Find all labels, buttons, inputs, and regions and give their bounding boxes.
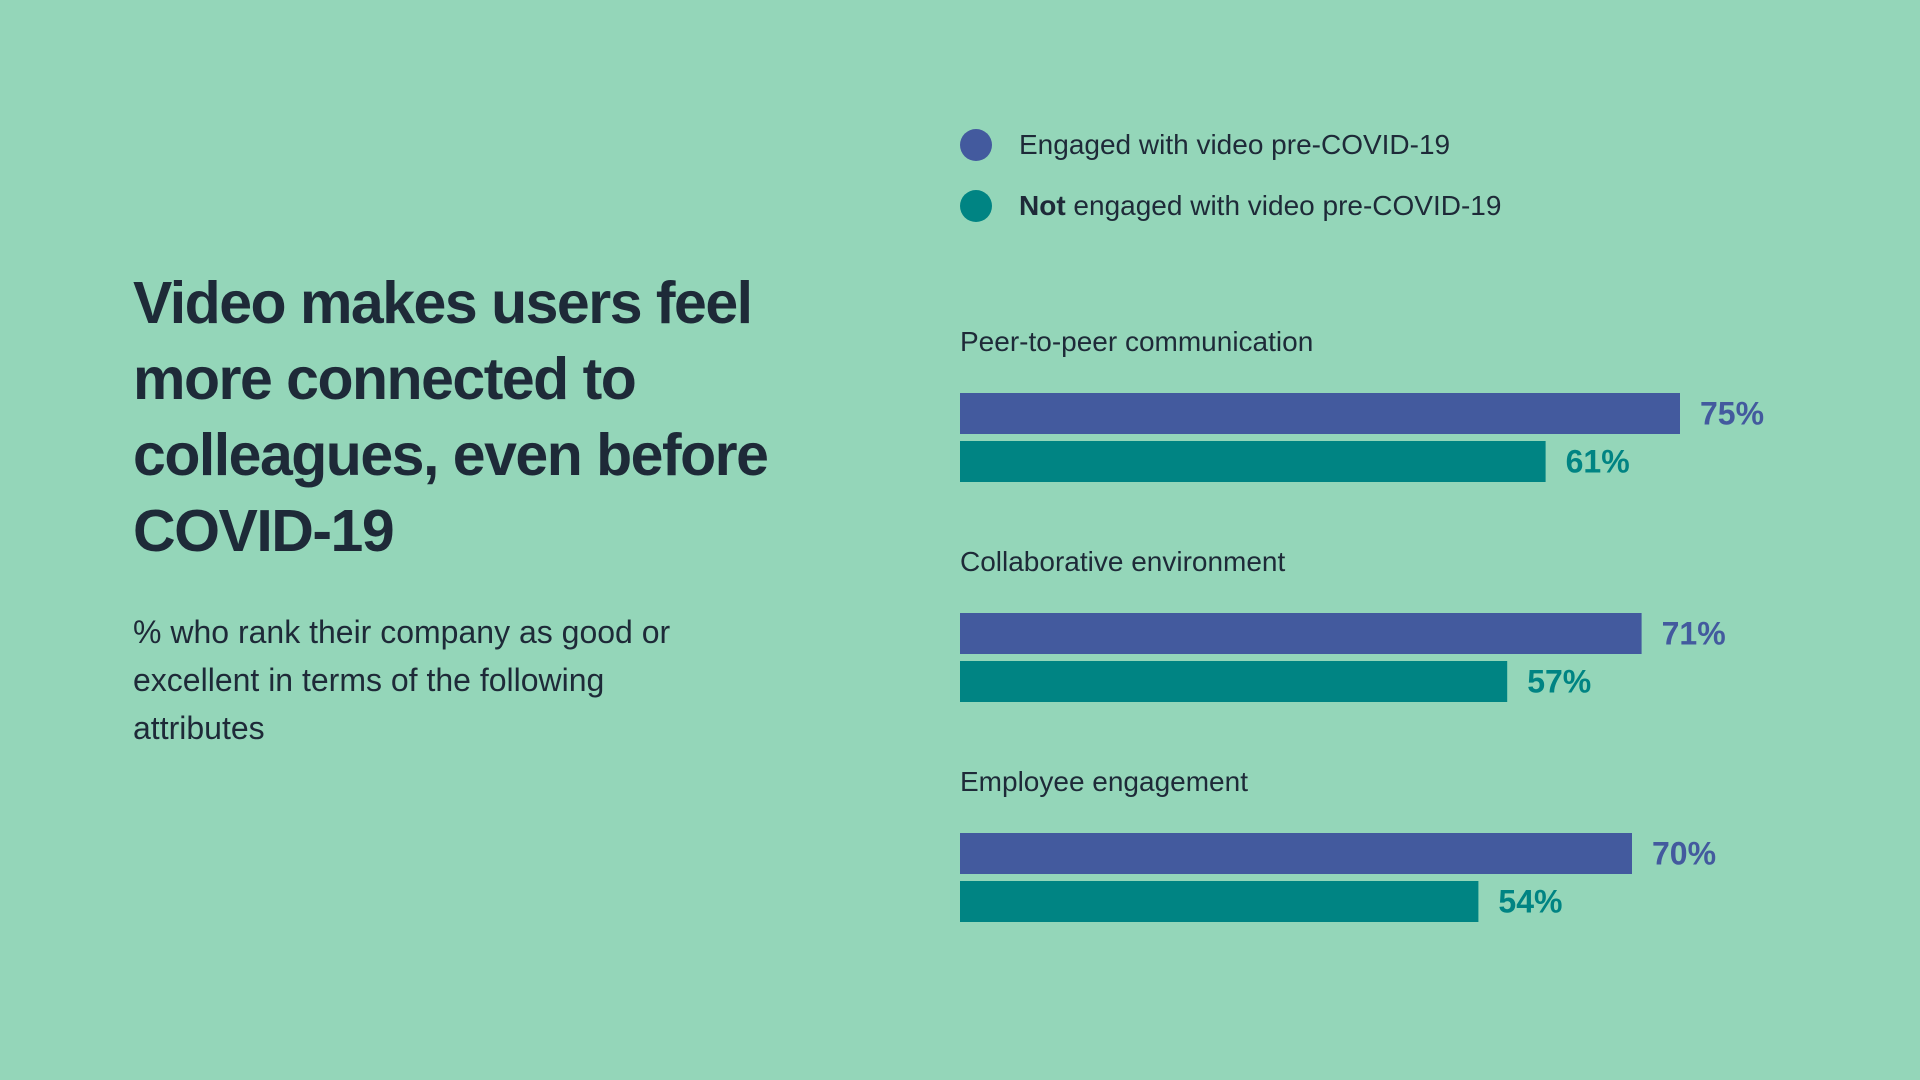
category-label: Peer-to-peer communication	[960, 326, 1313, 357]
bar	[960, 613, 1642, 654]
data-label: 70%	[1652, 836, 1716, 872]
category-label: Collaborative environment	[960, 546, 1286, 577]
bar	[960, 833, 1632, 874]
bar	[960, 881, 1479, 922]
page-title: Video makes users feel more connected to…	[133, 270, 769, 564]
legend-swatch-engaged	[960, 129, 992, 161]
legend-item-not-engaged: Not engaged with video pre-COVID-19	[960, 186, 1501, 226]
legend-swatch-not-engaged	[960, 190, 992, 222]
data-label: 57%	[1527, 664, 1591, 700]
data-label: 75%	[1700, 396, 1764, 432]
bar	[960, 661, 1508, 702]
bar	[960, 393, 1680, 434]
data-label: 71%	[1662, 616, 1726, 652]
legend-item-engaged: Engaged with video pre-COVID-19	[960, 125, 1450, 165]
data-label: 61%	[1566, 444, 1630, 480]
legend-label-not-emphasis: Not	[1019, 190, 1066, 221]
category-label: Employee engagement	[960, 766, 1248, 797]
legend-label-not-engaged: engaged with video pre-COVID-19	[1065, 190, 1502, 221]
page-subtitle: % who rank their company as good or exce…	[133, 614, 671, 746]
data-label: 54%	[1498, 884, 1562, 920]
bar	[960, 441, 1546, 482]
legend-label-engaged: Engaged with video pre-COVID-19	[1019, 129, 1451, 160]
